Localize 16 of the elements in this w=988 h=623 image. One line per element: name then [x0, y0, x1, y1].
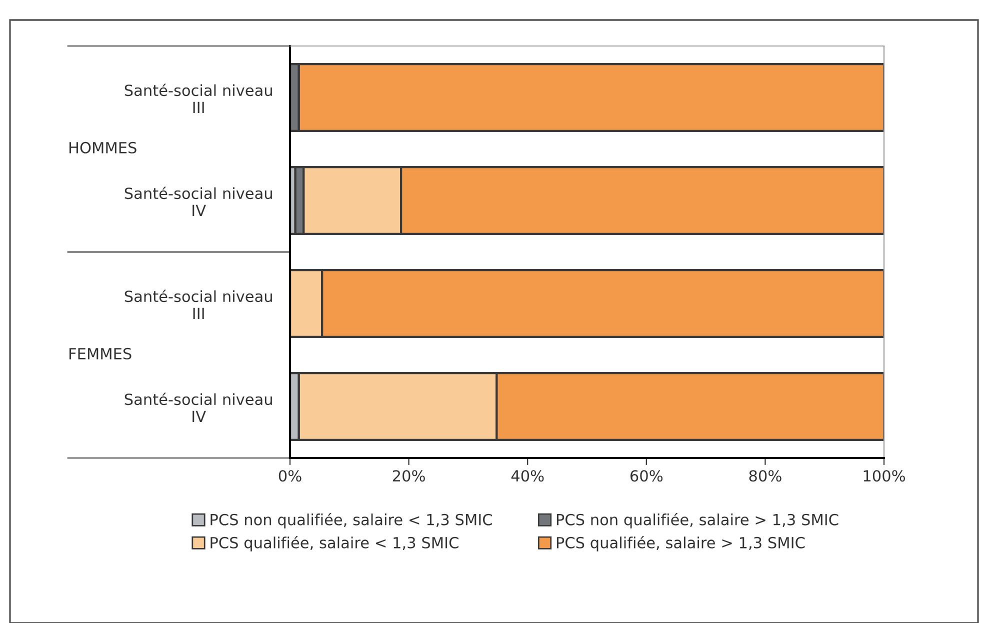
- y-tick-label: Santé-social niveau III: [124, 290, 272, 320]
- x-tick-label: 40%: [511, 470, 544, 482]
- text: FEMMES: [70, 348, 132, 360]
- y-tick-label: Santé-social niveau IV: [124, 186, 272, 216]
- legend-label: PCS non qualifiée, salaire < 1,3 SMIC: [210, 512, 492, 528]
- y-tick-label: Santé-social niveau IV: [124, 392, 272, 422]
- legend-label: PCS qualifiée, salaire < 1,3 SMIC: [210, 536, 458, 552]
- x-tick-label: 80%: [749, 470, 782, 482]
- x-tick-label: 0%: [278, 470, 302, 482]
- text: HOMMES: [70, 142, 136, 154]
- legend-label: PCS non qualifiée, salaire > 1,3 SMIC: [556, 512, 838, 528]
- x-tick-label: 100%: [864, 470, 905, 482]
- y-tick-label: Santé-social niveau III: [124, 84, 272, 114]
- x-tick-label: 20%: [392, 470, 425, 482]
- legend-label: PCS qualifiée, salaire > 1,3 SMIC: [556, 536, 805, 552]
- x-tick-label: 60%: [630, 470, 663, 482]
